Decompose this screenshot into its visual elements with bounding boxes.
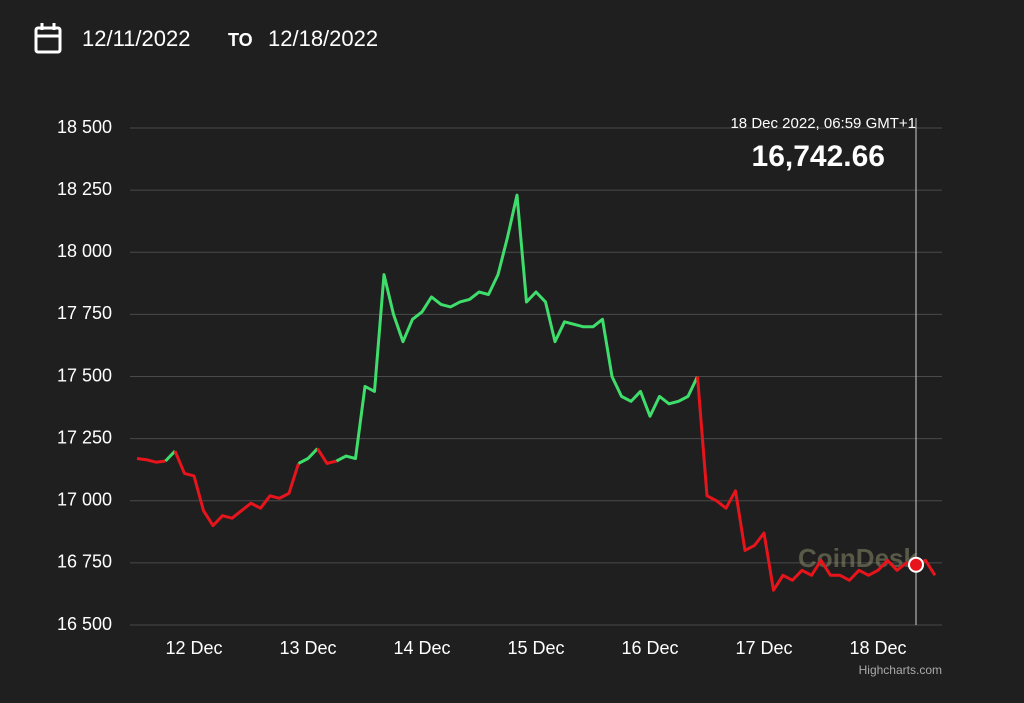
y-tick-label: 18 000	[57, 241, 112, 261]
hover-marker	[908, 556, 924, 573]
x-tick-label: 15 Dec	[507, 638, 564, 658]
price-line	[164, 450, 177, 463]
date-from: 12/11/2022	[82, 26, 190, 51]
x-tick-label: 17 Dec	[735, 638, 792, 658]
x-tick-label: 16 Dec	[621, 638, 678, 658]
y-tick-label: 16 750	[57, 552, 112, 572]
x-tick-label: 14 Dec	[393, 638, 450, 658]
y-tick-label: 17 000	[57, 490, 112, 510]
tooltip-value: 16,742.66	[752, 140, 885, 173]
price-line	[173, 450, 300, 528]
y-tick-label: 18 250	[57, 179, 112, 199]
credits: Highcharts.com	[859, 663, 942, 677]
date-to-word: TO	[228, 30, 253, 50]
price-line	[297, 447, 319, 465]
calendar-icon	[34, 23, 62, 54]
x-tick-label: 13 Dec	[279, 638, 336, 658]
price-line	[136, 457, 166, 464]
x-tick-label: 12 Dec	[165, 638, 222, 658]
x-tick-label: 18 Dec	[849, 638, 906, 658]
y-tick-label: 16 500	[57, 614, 112, 634]
y-tick-label: 17 750	[57, 303, 112, 323]
price-line	[335, 193, 699, 463]
y-tick-label: 18 500	[57, 117, 112, 137]
y-tick-label: 17 500	[57, 365, 112, 385]
price-line	[696, 376, 937, 592]
y-tick-label: 17 250	[57, 427, 112, 447]
price-line	[316, 447, 337, 465]
date-to: 12/18/2022	[268, 26, 378, 51]
tooltip-date: 18 Dec 2022, 06:59 GMT+1	[730, 115, 916, 132]
